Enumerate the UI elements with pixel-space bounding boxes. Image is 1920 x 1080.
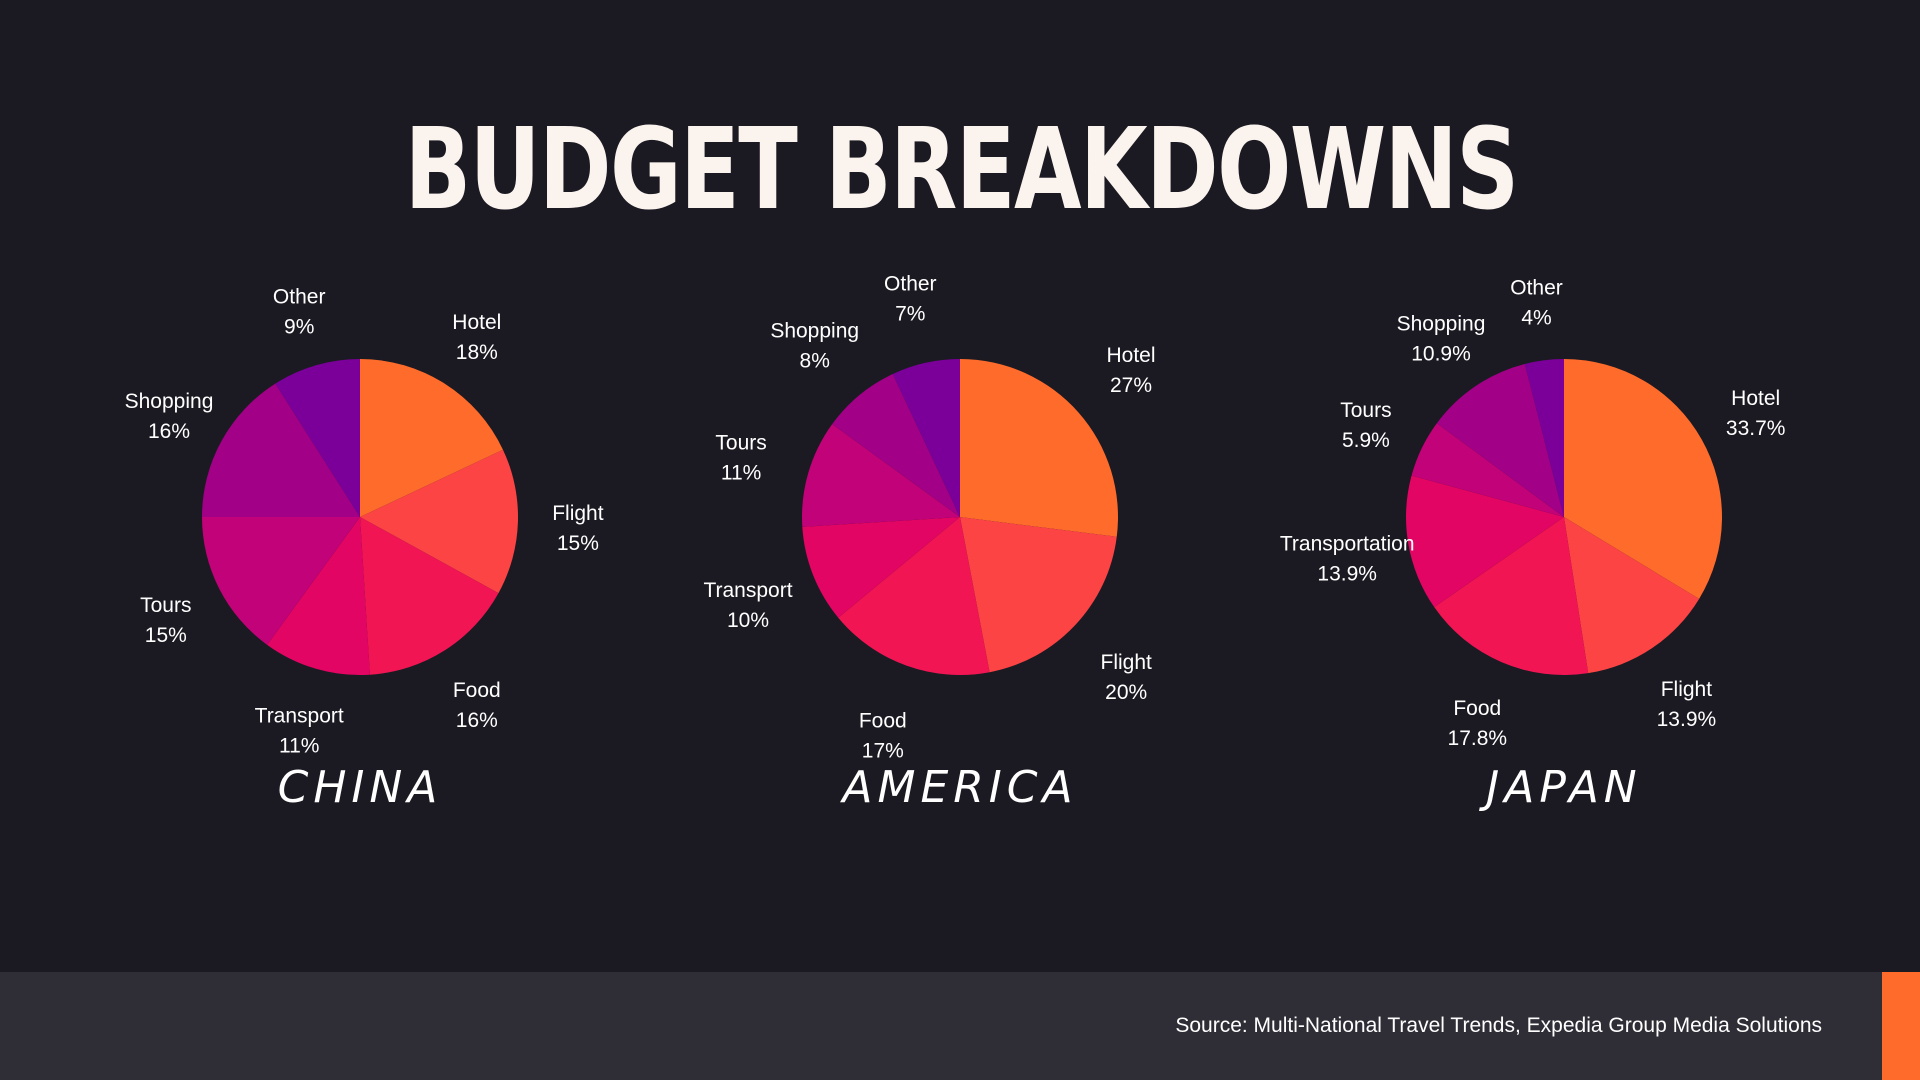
- slice-percent: 11%: [279, 734, 319, 757]
- slice-percent: 17%: [862, 740, 904, 763]
- slice-category: Hotel: [452, 311, 501, 334]
- slice-label-food: Food 17%: [859, 710, 907, 763]
- slice-label-food: Food 16%: [453, 679, 501, 732]
- slice-category: Flight: [1101, 651, 1153, 674]
- pie-slice-transport: [802, 517, 960, 618]
- slice-percent: 5.9%: [1342, 429, 1390, 452]
- slice-percent: 15%: [145, 624, 187, 647]
- slice-category: Food: [859, 710, 907, 733]
- slice-label-transportation: Transportation 13.9%: [1280, 532, 1415, 585]
- source-caption: Source: Multi-National Travel Trends, Ex…: [1175, 1014, 1822, 1037]
- slice-category: Shopping: [770, 319, 859, 342]
- slice-category: Shopping: [125, 390, 214, 413]
- footer-bar: Source: Multi-National Travel Trends, Ex…: [0, 972, 1920, 1080]
- slice-category: Tours: [715, 431, 766, 454]
- pie-slice-shopping: [202, 383, 360, 517]
- pie-slice-other: [892, 359, 960, 517]
- slice-label-other: Other 4%: [1510, 277, 1563, 330]
- slice-label-other: Other 7%: [884, 273, 937, 326]
- slice-label-other: Other 9%: [273, 286, 326, 339]
- slice-percent: 18%: [456, 341, 498, 364]
- slice-category: Tours: [140, 594, 191, 617]
- pie-chart-japan: Hotel 33.7% Flight 13.9% Food 17.8% Transporta…: [1280, 277, 1786, 813]
- pie-slice-other: [275, 359, 360, 517]
- slice-percent: 33.7%: [1726, 417, 1786, 440]
- slice-percent: 10.9%: [1411, 343, 1471, 366]
- pie-slice-tours: [1411, 423, 1564, 517]
- slice-category: Food: [453, 679, 501, 702]
- pie-slice-food: [838, 517, 990, 675]
- slice-category: Food: [1453, 697, 1501, 720]
- slice-category: Transport: [703, 579, 792, 602]
- pie-slice-food: [1434, 517, 1589, 676]
- slice-percent: 13.9%: [1657, 708, 1717, 731]
- slice-label-tours: Tours 5.9%: [1340, 399, 1391, 452]
- slice-label-transport: Transport 10%: [703, 579, 792, 632]
- slice-category: Tours: [1340, 399, 1391, 422]
- slice-category: Transport: [255, 704, 344, 727]
- slice-label-flight: Flight 15%: [552, 502, 604, 555]
- country-title-japan: JAPAN: [1478, 762, 1641, 813]
- slice-label-shopping: Shopping 8%: [770, 319, 859, 372]
- slice-label-hotel: Hotel 18%: [452, 311, 501, 364]
- pie-slice-flight: [1564, 517, 1700, 674]
- pie-chart-china: Hotel 18% Flight 15% Food 16% Transport 11% Tour…: [125, 286, 604, 813]
- slice-label-tours: Tours 11%: [715, 431, 766, 484]
- slice-percent: 17.8%: [1448, 727, 1508, 750]
- slice-label-flight: Flight 20%: [1101, 651, 1153, 704]
- pie-chart-america: Hotel 27% Flight 20% Food 17% Transport 10% Tour…: [703, 273, 1155, 814]
- slice-category: Hotel: [1731, 387, 1780, 410]
- pie-slice-other: [1524, 359, 1564, 517]
- slice-category: Other: [884, 273, 937, 296]
- slice-label-hotel: Hotel 33.7%: [1726, 387, 1786, 440]
- pie-slice-hotel: [960, 359, 1118, 537]
- slice-percent: 11%: [721, 461, 761, 484]
- slice-percent: 16%: [148, 420, 190, 443]
- slice-label-shopping: Shopping 10.9%: [1397, 313, 1486, 366]
- slice-category: Transportation: [1280, 532, 1415, 555]
- slice-label-flight: Flight 13.9%: [1657, 678, 1717, 731]
- slice-percent: 9%: [284, 316, 314, 339]
- slice-percent: 13.9%: [1317, 562, 1377, 585]
- slice-percent: 10%: [727, 609, 769, 632]
- pie-slice-flight: [360, 449, 519, 594]
- slice-category: Hotel: [1106, 344, 1155, 367]
- slice-percent: 15%: [557, 532, 599, 555]
- country-title-america: AMERICA: [839, 762, 1077, 813]
- pie-slice-hotel: [1564, 359, 1723, 599]
- pie-slice-hotel: [360, 359, 503, 517]
- slice-percent: 8%: [800, 349, 830, 372]
- page-title: BUDGET BREAKDOWNS: [404, 105, 1519, 235]
- pie-slice-tours: [801, 424, 960, 527]
- country-title-china: CHINA: [278, 762, 443, 813]
- slice-percent: 4%: [1521, 307, 1551, 330]
- slice-label-transport: Transport 11%: [255, 704, 344, 757]
- slice-percent: 20%: [1105, 681, 1147, 704]
- slice-label-tours: Tours 15%: [140, 594, 191, 647]
- slice-category: Shopping: [1397, 313, 1486, 336]
- pie-slice-flight: [960, 517, 1117, 673]
- slice-category: Flight: [1661, 678, 1713, 701]
- slice-percent: 27%: [1110, 374, 1152, 397]
- slice-category: Flight: [552, 502, 604, 525]
- footer-accent-block: [1882, 972, 1920, 1080]
- slice-label-food: Food 17.8%: [1448, 697, 1508, 750]
- pie-slice-transport: [267, 517, 370, 676]
- pie-slice-transportation: [1405, 475, 1564, 608]
- slice-percent: 16%: [456, 709, 498, 732]
- slice-category: Other: [273, 286, 326, 309]
- slice-label-shopping: Shopping 16%: [125, 390, 214, 443]
- pie-slice-food: [360, 517, 499, 675]
- pie-slice-tours: [202, 517, 360, 645]
- pie-slice-shopping: [1436, 363, 1564, 517]
- pie-slice-shopping: [832, 374, 960, 517]
- slice-percent: 7%: [895, 303, 925, 326]
- slice-category: Other: [1510, 277, 1563, 300]
- slice-label-hotel: Hotel 27%: [1106, 344, 1155, 397]
